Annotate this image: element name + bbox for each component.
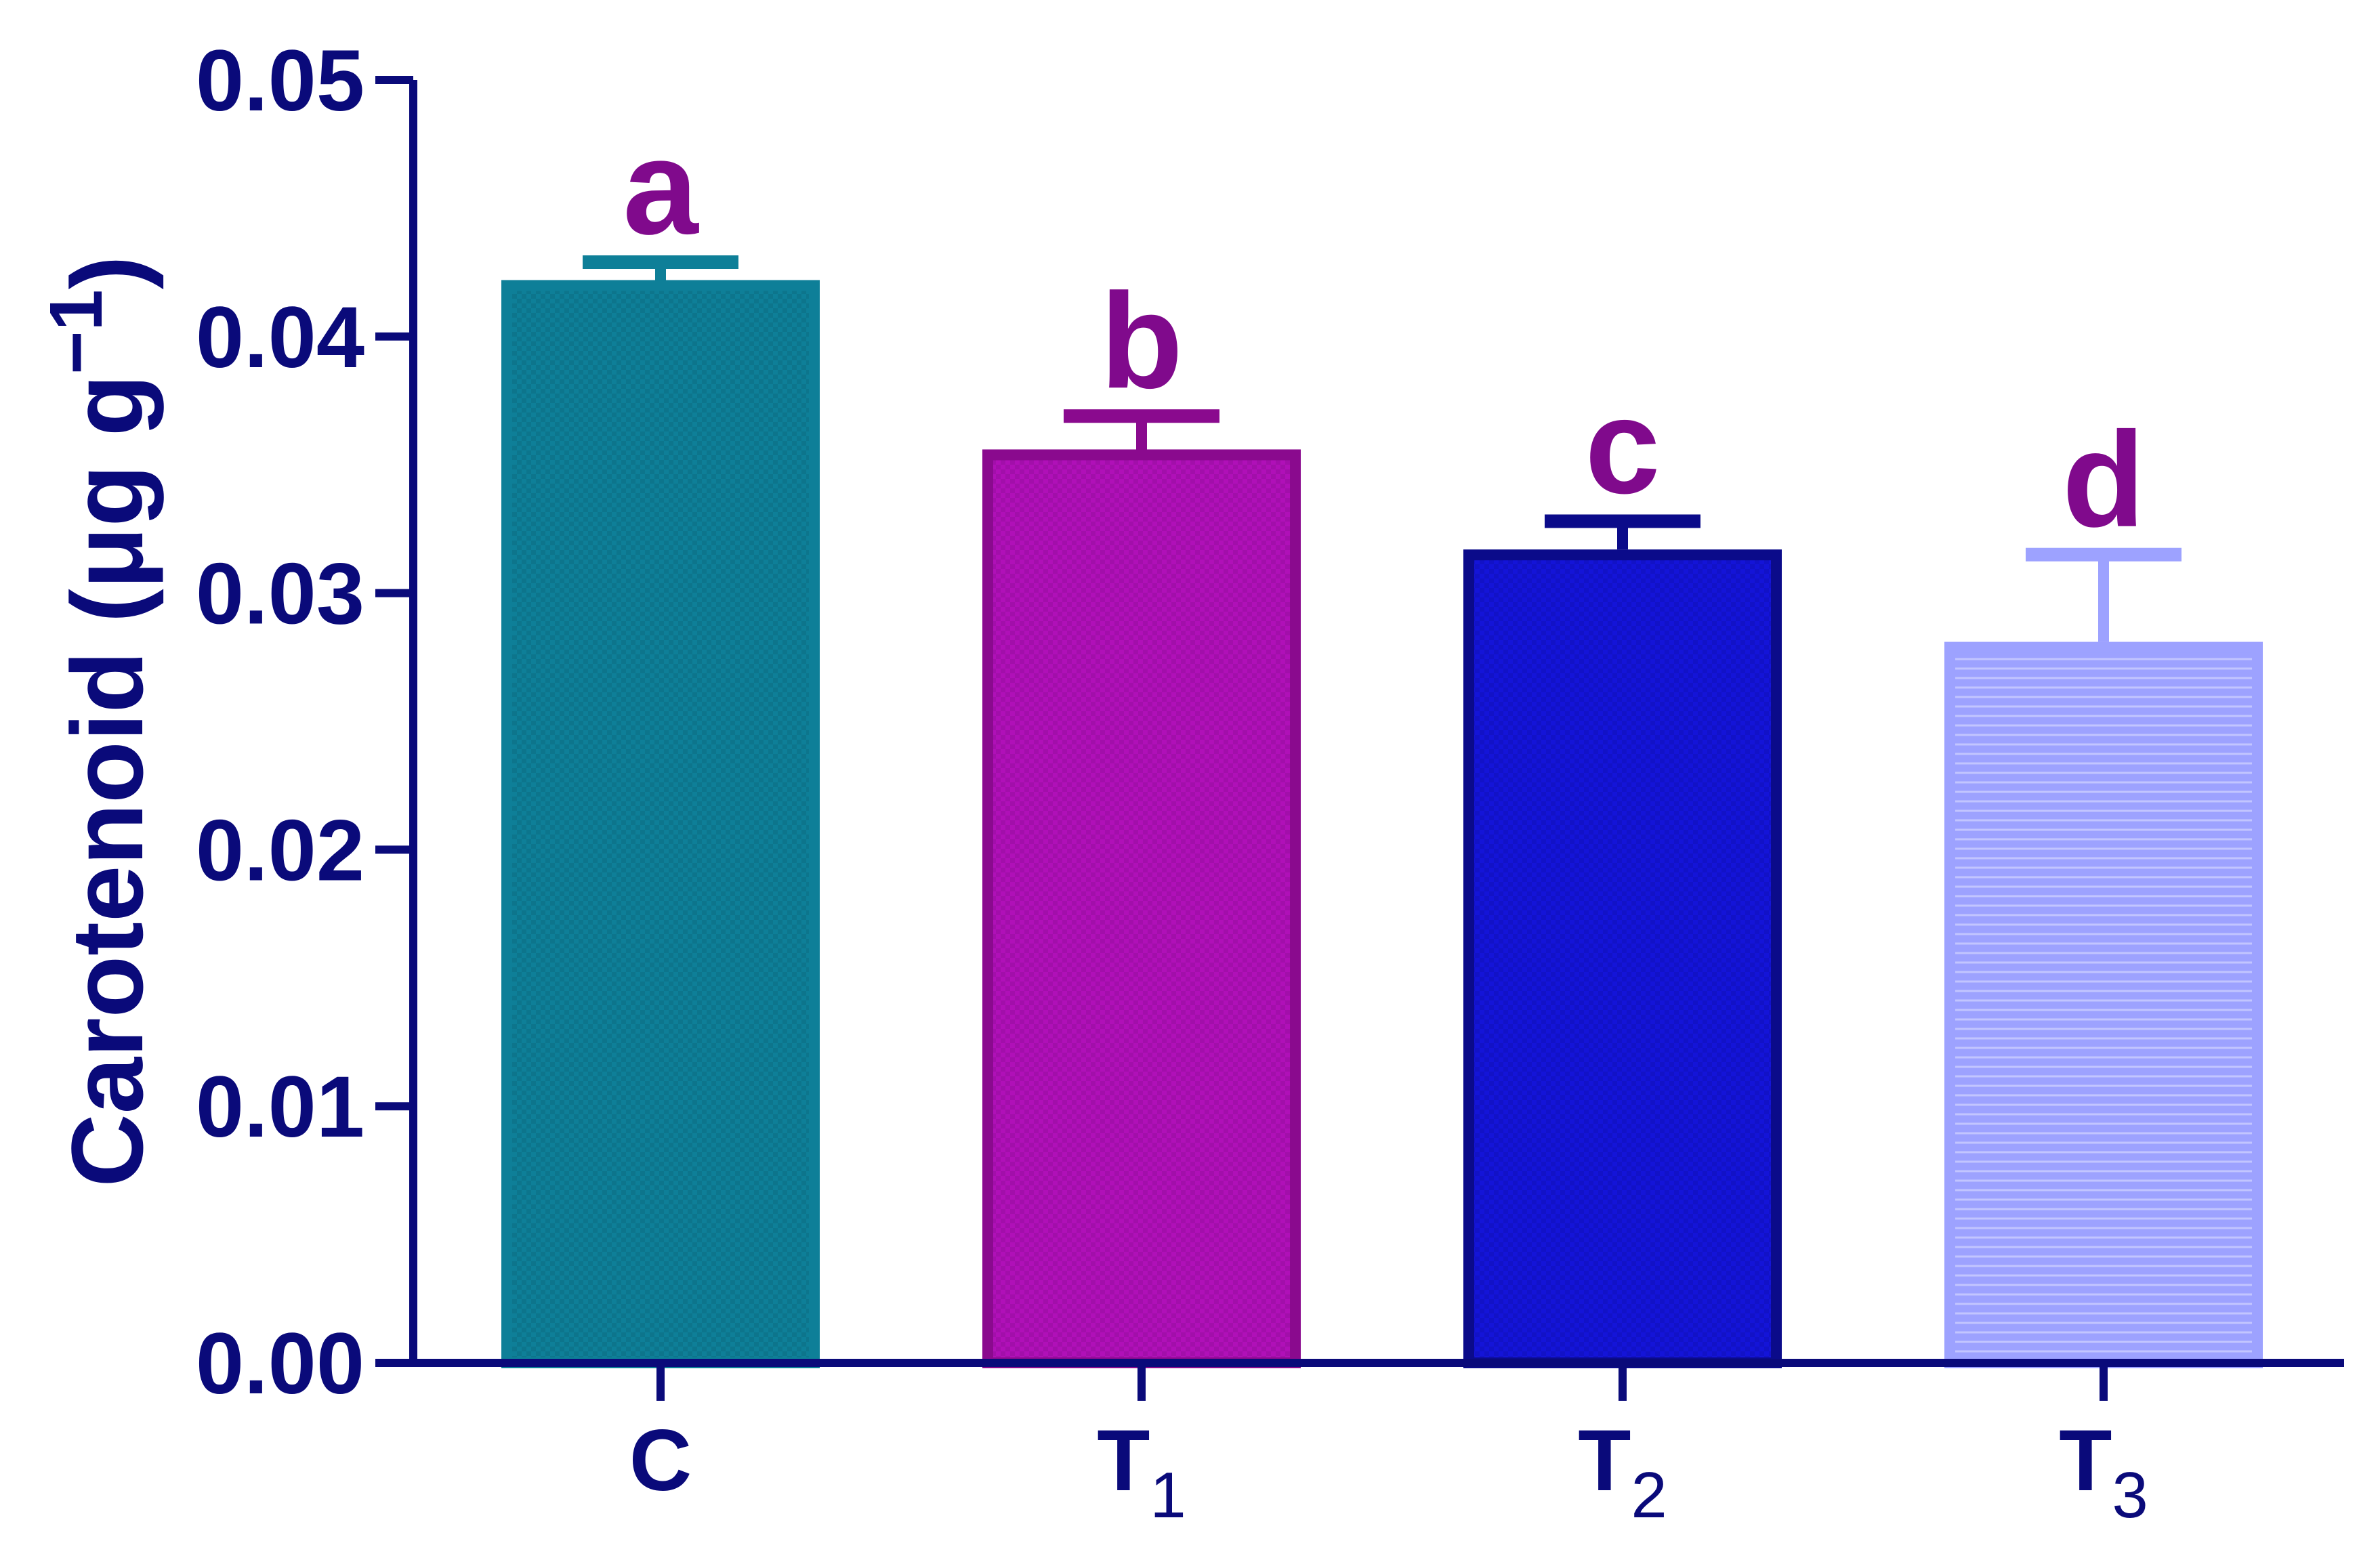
labels-layer: a b c d 0.00 0.01 0.02 0.03 0.04 0.05 C T1 T2 T3 Carot… — [35, 33, 2148, 1532]
bar-4 — [1944, 641, 2263, 1368]
y-tick-label-5: 0.05 — [196, 33, 364, 129]
x-tick-label-2: T1 — [1097, 1412, 1186, 1532]
significance-letter-2: b — [1100, 266, 1183, 417]
y-tick-label-4: 0.04 — [196, 289, 364, 386]
significance-letter-4: d — [2062, 404, 2145, 555]
bar-2 — [982, 449, 1301, 1368]
y-axis-title: Carotenoid (μg g−1) — [35, 255, 164, 1187]
x-tick-label-1: C — [629, 1412, 692, 1509]
x-tick-label-3: T2 — [1578, 1412, 1667, 1532]
bar-1 — [501, 280, 820, 1368]
bars-layer — [501, 280, 2263, 1368]
y-tick-label-3: 0.03 — [196, 546, 364, 643]
significance-letter-3: c — [1585, 371, 1660, 522]
y-tick-label-0: 0.00 — [196, 1315, 364, 1412]
significance-letter-1: a — [623, 112, 699, 263]
error-bars-layer — [583, 255, 2181, 642]
bar-3 — [1463, 549, 1782, 1368]
x-tick-label-4: T3 — [2059, 1412, 2148, 1532]
y-tick-label-1: 0.01 — [196, 1059, 364, 1156]
axes-layer — [375, 76, 2344, 1401]
y-tick-label-2: 0.02 — [196, 802, 364, 899]
